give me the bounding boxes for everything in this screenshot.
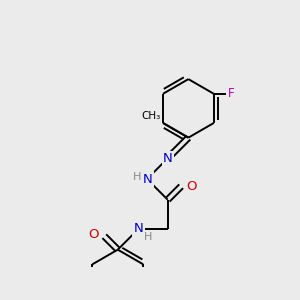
Text: O: O — [88, 228, 99, 241]
Text: N: N — [163, 152, 172, 165]
Text: H: H — [133, 172, 141, 182]
Text: N: N — [134, 223, 143, 236]
Text: H: H — [143, 232, 152, 242]
Text: N: N — [143, 172, 153, 185]
Text: O: O — [186, 180, 196, 193]
Text: CH₃: CH₃ — [142, 112, 161, 122]
Text: F: F — [228, 87, 235, 100]
